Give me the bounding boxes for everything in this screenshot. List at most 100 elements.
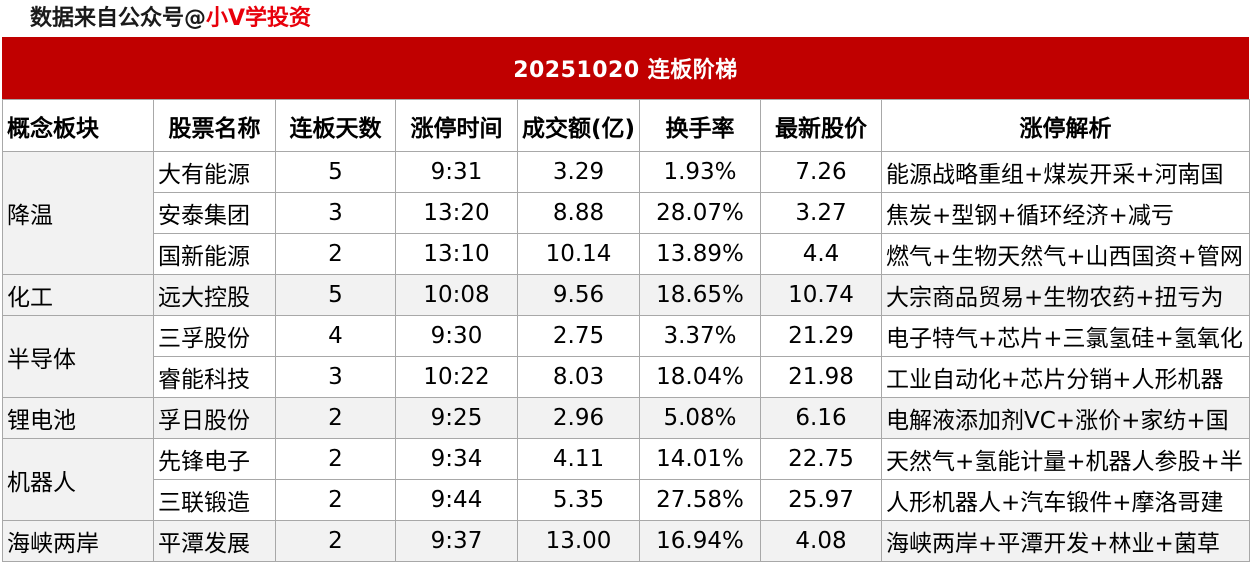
limit-up-analysis-cell: 电解液添加剂VC+涨价+家纺+国 (881, 397, 1250, 439)
limit-up-analysis-cell: 人形机器人+汽车锻件+摩洛哥建 (881, 479, 1250, 521)
limit-up-analysis-cell: 工业自动化+芯片分销+人形机器 (881, 356, 1250, 398)
limit-up-time-cell: 9:30 (395, 315, 518, 357)
source-prefix: 数据来自公众号@ (30, 6, 207, 31)
source-brand: 小V学投资 (206, 6, 312, 31)
limit-up-time-cell: 9:25 (395, 397, 518, 439)
table-row: 睿能科技 3 10:22 8.03 18.04% 21.98 工业自动化+芯片分销+人形机器 (3, 356, 1250, 398)
latest-price-cell: 21.98 (760, 356, 882, 398)
table-row: 三联锻造 2 9:44 5.35 27.58% 25.97 人形机器人+汽车锻件+摩洛哥建 (3, 479, 1250, 521)
table-body: 降温 大有能源 5 9:31 3.29 1.93% 7.26 能源战略重组+煤炭开采+河南国安… (2, 151, 1250, 562)
stock-name-cell: 先锋电子 (153, 438, 276, 480)
turnover-rate-cell: 1.93% (639, 151, 761, 193)
limit-up-time-cell: 13:10 (395, 233, 518, 275)
data-source-note: 数据来自公众号@小V学投资 (30, 2, 311, 36)
latest-price-cell: 4.4 (760, 233, 882, 275)
col-header-days: 连板天数 (275, 99, 396, 152)
table-row: 锂电池 孚日股份 2 9:25 2.96 5.08% 6.16 电解液添加剂VC+涨价+家纺+… (2, 397, 1250, 439)
stock-name-cell: 大有能源 (153, 151, 276, 193)
limit-up-days-cell: 2 (275, 479, 396, 521)
sector-cell: 化工 (2, 274, 154, 316)
turnover-rate-cell: 27.58% (639, 479, 761, 521)
stock-name-cell: 孚日股份 (153, 397, 276, 439)
limit-up-analysis-cell: 电子特气+芯片+三氯氢硅+氢氧化 (881, 315, 1250, 357)
col-header-sector: 概念板块 (2, 99, 154, 152)
limit-up-days-cell: 3 (275, 356, 396, 398)
col-header-turnover: 换手率 (639, 99, 761, 152)
stock-name-cell: 安泰集团 (153, 192, 276, 234)
latest-price-cell: 3.27 (760, 192, 882, 234)
table-row: 安泰集团 3 13:20 8.88 28.07% 3.27 焦炭+型钢+循环经济+减亏 (3, 192, 1250, 234)
limit-up-analysis-cell: 天然气+氢能计量+机器人参股+半 (881, 438, 1250, 480)
turnover-amount-cell: 3.29 (517, 151, 640, 193)
limit-up-days-cell: 3 (275, 192, 396, 234)
turnover-amount-cell: 2.96 (517, 397, 640, 439)
limit-up-time-cell: 9:44 (395, 479, 518, 521)
table-row: 半导体 三孚股份 4 9:30 2.75 3.37% 21.29 电子特气+芯片+三氯氢硅+氢… (2, 315, 1250, 398)
table-row: 国新能源 2 13:10 10.14 13.89% 4.4 燃气+生物天然气+山西国资+管网 (3, 233, 1250, 275)
latest-price-cell: 6.16 (760, 397, 882, 439)
sector-cell: 半导体 (2, 315, 154, 398)
stock-name-cell: 睿能科技 (153, 356, 276, 398)
turnover-rate-cell: 3.37% (639, 315, 761, 357)
limit-up-time-cell: 9:37 (395, 520, 518, 562)
sector-cell: 降温 (2, 151, 154, 275)
limit-up-time-cell: 13:20 (395, 192, 518, 234)
turnover-amount-cell: 5.35 (517, 479, 640, 521)
limit-up-days-cell: 2 (275, 397, 396, 439)
turnover-amount-cell: 2.75 (517, 315, 640, 357)
limit-up-days-cell: 2 (275, 438, 396, 480)
table-row: 降温 大有能源 5 9:31 3.29 1.93% 7.26 能源战略重组+煤炭开采+河南国 (2, 151, 1250, 275)
col-header-time: 涨停时间 (395, 99, 518, 152)
limit-up-analysis-cell: 海峡两岸+平潭开发+林业+菌草 (881, 520, 1250, 562)
sector-cell: 锂电池 (2, 397, 154, 439)
turnover-rate-cell: 16.94% (639, 520, 761, 562)
limit-up-days-cell: 2 (275, 233, 396, 275)
stock-name-cell: 三孚股份 (153, 315, 276, 357)
turnover-amount-cell: 13.00 (517, 520, 640, 562)
col-header-stock: 股票名称 (153, 99, 276, 152)
table-title: 20251020 连板阶梯 (2, 37, 1249, 99)
turnover-rate-cell: 5.08% (639, 397, 761, 439)
turnover-rate-cell: 18.65% (639, 274, 761, 316)
turnover-amount-cell: 10.14 (517, 233, 640, 275)
col-header-price: 最新股价 (760, 99, 882, 152)
latest-price-cell: 21.29 (760, 315, 882, 357)
limit-up-analysis-cell: 大宗商品贸易+生物农药+扭亏为 (881, 274, 1250, 316)
limit-up-time-cell: 10:08 (395, 274, 518, 316)
sector-cell: 海峡两岸 (2, 520, 154, 562)
turnover-amount-cell: 8.88 (517, 192, 640, 234)
turnover-amount-cell: 8.03 (517, 356, 640, 398)
turnover-amount-cell: 9.56 (517, 274, 640, 316)
limit-up-analysis-cell: 能源战略重组+煤炭开采+河南国 (881, 151, 1250, 193)
table-row: 海峡两岸 平潭发展 2 9:37 13.00 16.94% 4.08 海峡两岸+平潭开发+林业… (2, 520, 1250, 562)
latest-price-cell: 4.08 (760, 520, 882, 562)
limit-up-analysis-cell: 焦炭+型钢+循环经济+减亏 (881, 192, 1250, 234)
limit-up-analysis-cell: 燃气+生物天然气+山西国资+管网 (881, 233, 1250, 275)
col-header-amount: 成交额(亿) (517, 99, 640, 152)
turnover-rate-cell: 13.89% (639, 233, 761, 275)
limit-up-days-cell: 5 (275, 274, 396, 316)
limit-up-ladder-table: 概念板块 股票名称 连板天数 涨停时间 成交额(亿) 换手率 最新股价 涨停解析… (2, 99, 1250, 562)
turnover-rate-cell: 14.01% (639, 438, 761, 480)
turnover-rate-cell: 18.04% (639, 356, 761, 398)
latest-price-cell: 7.26 (760, 151, 882, 193)
limit-up-time-cell: 10:22 (395, 356, 518, 398)
col-header-analysis: 涨停解析 (881, 99, 1250, 152)
stock-name-cell: 远大控股 (153, 274, 276, 316)
limit-up-days-cell: 5 (275, 151, 396, 193)
turnover-rate-cell: 28.07% (639, 192, 761, 234)
stock-name-cell: 平潭发展 (153, 520, 276, 562)
latest-price-cell: 25.97 (760, 479, 882, 521)
sector-cell: 机器人 (2, 438, 154, 521)
stock-name-cell: 三联锻造 (153, 479, 276, 521)
limit-up-time-cell: 9:34 (395, 438, 518, 480)
limit-up-days-cell: 2 (275, 520, 396, 562)
header-row: 概念板块 股票名称 连板天数 涨停时间 成交额(亿) 换手率 最新股价 涨停解析 (2, 99, 1250, 152)
stock-name-cell: 国新能源 (153, 233, 276, 275)
latest-price-cell: 10.74 (760, 274, 882, 316)
table-row: 机器人 先锋电子 2 9:34 4.11 14.01% 22.75 天然气+氢能计量+机器人参… (2, 438, 1250, 521)
limit-up-time-cell: 9:31 (395, 151, 518, 193)
latest-price-cell: 22.75 (760, 438, 882, 480)
limit-up-days-cell: 4 (275, 315, 396, 357)
table-row: 化工 远大控股 5 10:08 9.56 18.65% 10.74 大宗商品贸易+生物农药+扭… (2, 274, 1250, 316)
